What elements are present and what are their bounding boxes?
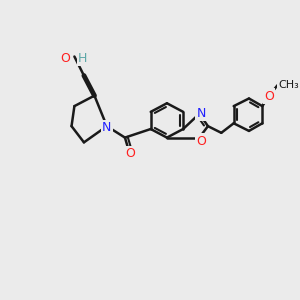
Text: O: O — [196, 134, 206, 148]
Text: N: N — [102, 121, 112, 134]
Text: N: N — [196, 107, 206, 120]
Text: CH₃: CH₃ — [278, 80, 299, 90]
Text: O: O — [264, 90, 274, 103]
Text: O: O — [61, 52, 70, 64]
Text: H: H — [78, 52, 88, 64]
Text: O: O — [125, 147, 135, 160]
